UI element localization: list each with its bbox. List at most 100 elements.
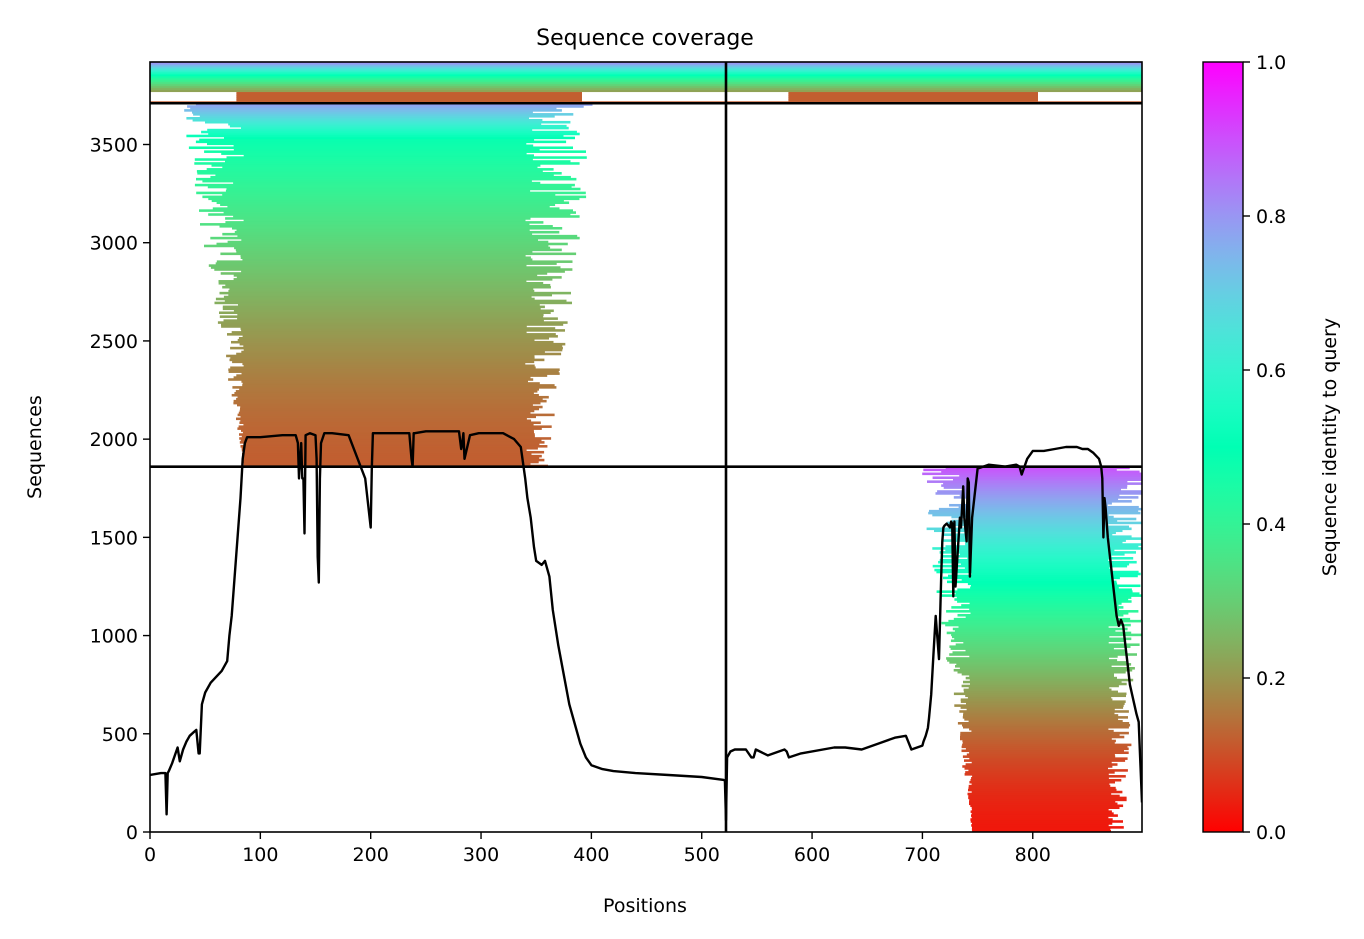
coverage-row	[788, 95, 1038, 98]
y-axis-ticks: 0 500 1000 1500 2000 2500 3000 3500	[90, 135, 150, 844]
coverage-row	[223, 211, 576, 214]
colorbar-ticks: 0.0 0.2 0.4 0.6 0.8 1.0	[1243, 52, 1286, 844]
coverage-row	[962, 765, 1113, 768]
coverage-row	[150, 75, 726, 79]
colorbar-fill	[1202, 61, 1244, 833]
coverage-row	[922, 472, 1142, 476]
colorbar-tick-label: 1.0	[1256, 52, 1286, 74]
coverage-row	[211, 199, 564, 203]
coverage-row	[150, 81, 726, 85]
coverage-row	[232, 386, 557, 389]
coverage-row	[223, 295, 532, 299]
y-tick-label: 2500	[90, 331, 138, 353]
coverage-row	[969, 751, 1129, 755]
coverage-row	[969, 608, 1119, 611]
colorbar: 0.0 0.2 0.4 0.6 0.8 1.0 Sequence identity to …	[1202, 52, 1341, 844]
coverage-row	[229, 287, 534, 291]
coverage-row	[236, 95, 582, 98]
coverage-row	[228, 293, 553, 297]
coverage-row	[960, 700, 1126, 703]
coverage-row	[221, 325, 527, 328]
coverage-row	[956, 663, 1132, 666]
coverage-row	[955, 592, 1140, 595]
coverage-row	[950, 639, 1126, 643]
coverage-row	[225, 221, 544, 224]
coverage-row	[969, 678, 1134, 682]
coverage-row	[226, 354, 535, 358]
coverage-row	[945, 549, 1115, 552]
coverage-row	[940, 594, 1142, 597]
coverage-row	[200, 223, 530, 226]
coverage-row	[237, 403, 533, 407]
coverage-row	[964, 531, 1116, 535]
coverage-row	[951, 519, 1118, 523]
coverage-row	[952, 635, 1110, 639]
coverage-row	[967, 696, 1112, 700]
x-tick-label: 700	[904, 844, 940, 866]
coverage-row	[972, 822, 1113, 825]
coverage-row	[214, 268, 573, 271]
coverage-row	[236, 99, 582, 102]
coverage-row	[965, 615, 1117, 619]
coverage-row	[949, 661, 1127, 664]
coverage-row	[949, 503, 1108, 507]
coverage-row	[150, 79, 726, 83]
coverage-row	[204, 244, 549, 248]
coverage-row	[726, 71, 1142, 75]
colorbar-tick-label: 0.8	[1256, 206, 1286, 228]
coverage-row	[241, 435, 535, 438]
coverage-row	[239, 441, 545, 444]
coverage-row	[226, 156, 587, 159]
coverage-row	[969, 757, 1128, 760]
coverage-row	[150, 69, 726, 73]
coverage-row	[971, 816, 1109, 819]
coverage-row	[241, 429, 534, 432]
coverage-row	[965, 763, 1118, 766]
coverage-row	[788, 97, 1038, 100]
coverage-row	[968, 769, 1128, 772]
coverage-row	[971, 761, 1112, 764]
coverage-row	[965, 649, 1126, 652]
coverage-row	[970, 818, 1113, 821]
coverage-row	[207, 185, 572, 189]
coverage-row	[237, 234, 578, 238]
coverage-row	[726, 65, 1142, 69]
coverage-row	[242, 258, 533, 261]
coverage-row	[964, 773, 1109, 776]
coverage-row	[243, 344, 563, 348]
coverage-row	[945, 545, 1139, 548]
coverage-row	[726, 69, 1142, 73]
coverage-row	[962, 739, 1116, 743]
coverage-row	[953, 692, 1127, 696]
coverage-row	[954, 704, 1124, 707]
coverage-row	[236, 250, 533, 254]
coverage-row	[951, 633, 1142, 637]
coverage-row	[215, 297, 535, 301]
coverage-row	[957, 670, 1126, 674]
coverage-row	[243, 364, 535, 368]
coverage-row	[953, 617, 1131, 621]
coverage-row	[956, 596, 1132, 599]
coverage-row	[932, 564, 1128, 568]
coverage-row	[964, 566, 1110, 570]
coverage-row	[231, 393, 539, 397]
x-tick-label: 100	[242, 844, 278, 866]
coverage-row	[969, 602, 1122, 605]
coverage-row	[949, 653, 1137, 656]
coverage-row	[965, 747, 1129, 751]
coverage-row	[210, 266, 561, 269]
coverage-row	[214, 301, 572, 305]
coverage-row	[240, 327, 556, 330]
coverage-row	[222, 307, 541, 311]
coverage-row	[971, 729, 1114, 733]
coverage-row	[236, 397, 543, 401]
x-tick-label: 600	[794, 844, 830, 866]
coverage-row	[224, 136, 575, 140]
coverage-row	[234, 392, 534, 395]
coverage-row	[970, 612, 1129, 615]
coverage-row	[936, 590, 1133, 593]
coverage-row	[150, 77, 726, 81]
coverage-row	[240, 256, 531, 260]
coverage-row	[150, 62, 726, 65]
coverage-row	[966, 498, 1119, 501]
